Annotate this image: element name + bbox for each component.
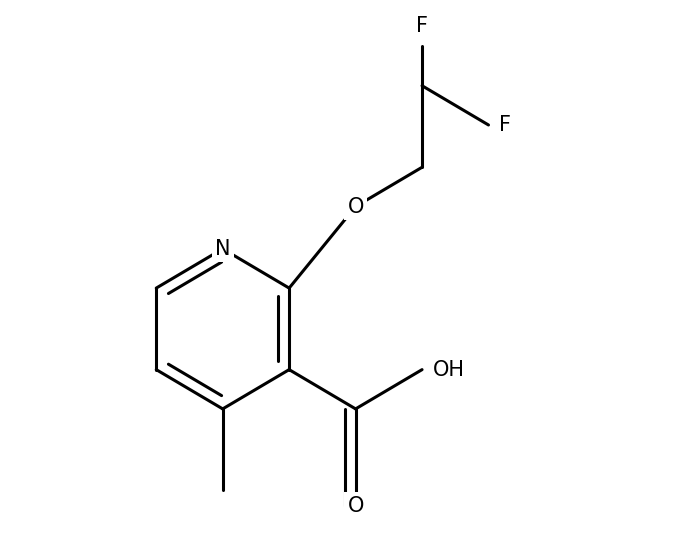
Text: O: O <box>347 197 364 216</box>
Text: F: F <box>416 15 428 35</box>
Text: N: N <box>215 239 230 259</box>
Text: F: F <box>499 115 511 135</box>
Text: OH: OH <box>433 360 465 380</box>
Text: O: O <box>347 496 364 516</box>
